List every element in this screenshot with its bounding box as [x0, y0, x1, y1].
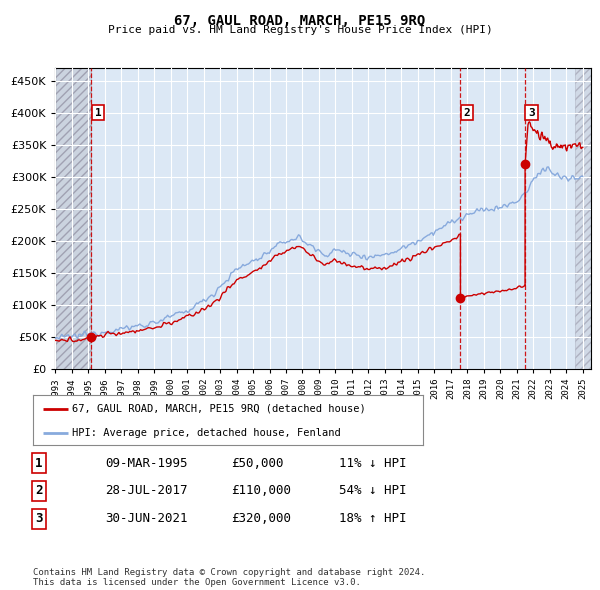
Text: 18% ↑ HPI: 18% ↑ HPI [339, 512, 407, 525]
Text: £320,000: £320,000 [231, 512, 291, 525]
Text: 11% ↓ HPI: 11% ↓ HPI [339, 457, 407, 470]
Text: Contains HM Land Registry data © Crown copyright and database right 2024.
This d: Contains HM Land Registry data © Crown c… [33, 568, 425, 587]
Text: 3: 3 [528, 107, 535, 117]
Text: 1: 1 [35, 457, 43, 470]
Text: 2: 2 [464, 107, 470, 117]
Text: 54% ↓ HPI: 54% ↓ HPI [339, 484, 407, 497]
Bar [55, 68, 91, 369]
Text: Price paid vs. HM Land Registry's House Price Index (HPI): Price paid vs. HM Land Registry's House … [107, 25, 493, 35]
Text: £50,000: £50,000 [231, 457, 284, 470]
Text: 3: 3 [35, 512, 43, 525]
Text: 30-JUN-2021: 30-JUN-2021 [105, 512, 187, 525]
Text: 67, GAUL ROAD, MARCH, PE15 9RQ: 67, GAUL ROAD, MARCH, PE15 9RQ [175, 14, 425, 28]
Text: 28-JUL-2017: 28-JUL-2017 [105, 484, 187, 497]
Text: 2: 2 [35, 484, 43, 497]
Text: HPI: Average price, detached house, Fenland: HPI: Average price, detached house, Fenl… [72, 428, 341, 438]
Text: 67, GAUL ROAD, MARCH, PE15 9RQ (detached house): 67, GAUL ROAD, MARCH, PE15 9RQ (detached… [72, 404, 366, 414]
Text: 1: 1 [95, 107, 101, 117]
Text: 09-MAR-1995: 09-MAR-1995 [105, 457, 187, 470]
Text: £110,000: £110,000 [231, 484, 291, 497]
Bar [575, 68, 591, 369]
